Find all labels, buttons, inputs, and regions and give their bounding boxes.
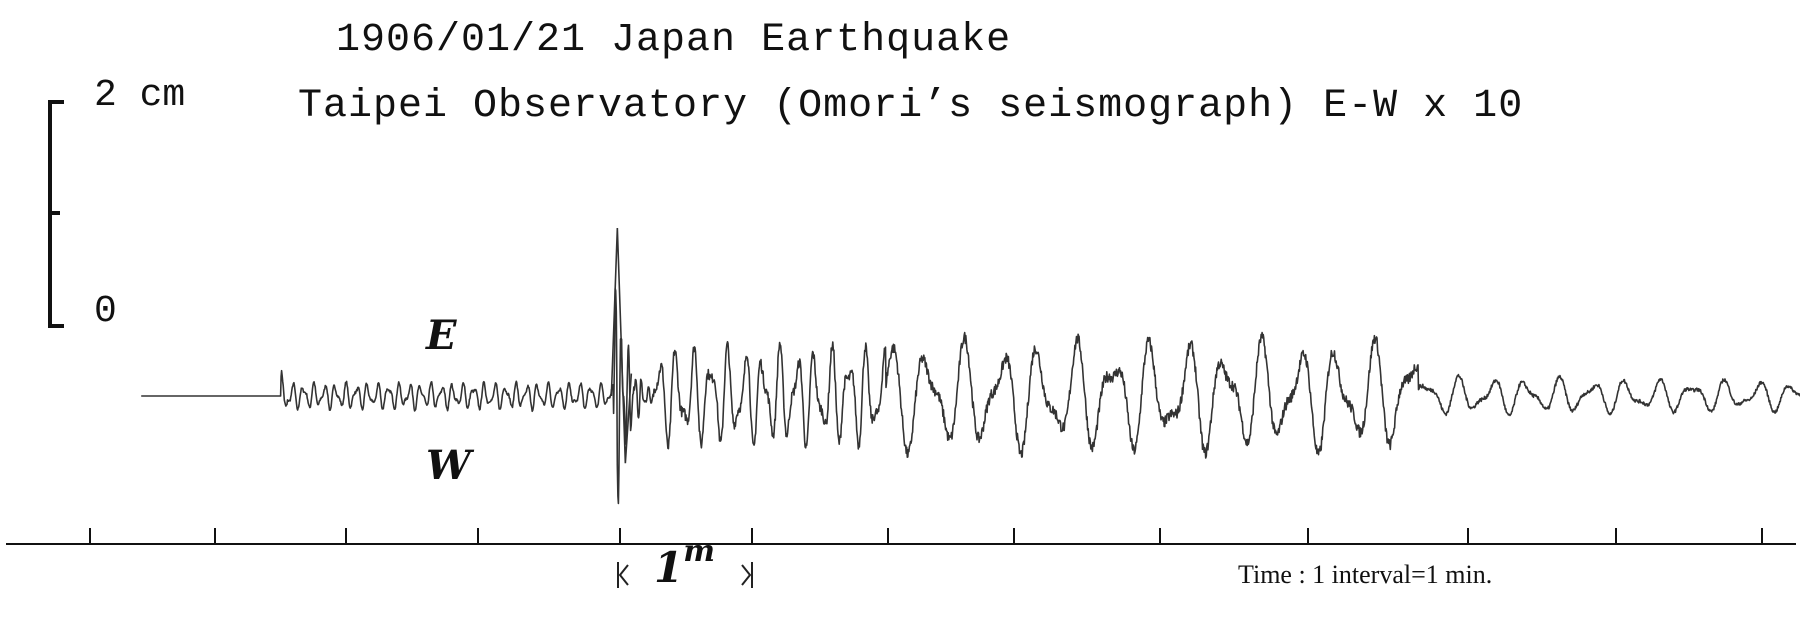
primary-wave-peak <box>610 227 633 464</box>
time-note: Time : 1 interval=1 min. <box>1238 560 1493 589</box>
chart-title: 1906/01/21 Japan Earthquake <box>336 18 1012 63</box>
interval-bracket <box>617 562 753 588</box>
interval-label: 1m <box>654 534 715 592</box>
east-direction-label: E <box>426 312 457 359</box>
scale-bottom-label: 0 <box>94 290 117 333</box>
west-direction-label: W <box>426 442 471 489</box>
chart-subtitle: Taipei Observatory (Omori’s seismograph)… <box>298 84 1524 129</box>
time-axis-ticks <box>89 528 1763 544</box>
scale-top-label: 2 cm <box>94 74 186 117</box>
scale-bar <box>48 100 64 328</box>
seismogram-trace <box>140 287 1800 505</box>
